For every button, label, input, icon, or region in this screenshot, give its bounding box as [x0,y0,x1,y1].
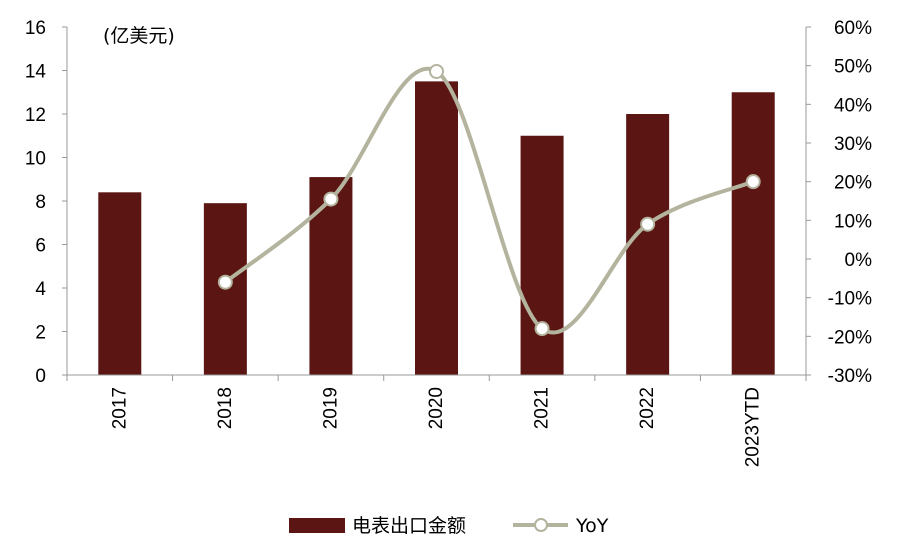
left-axis-unit-label: (亿美元) [103,25,175,47]
x-tick-label: 2018 [215,387,236,429]
right-tick-label: -10% [828,289,872,310]
x-tick-label: 2022 [637,387,658,429]
right-tick-label: 10% [834,211,872,232]
bar [98,192,142,375]
x-axis: 2017 2018 2019 2020 2021 2022 2023YTD [66,374,807,467]
right-tick-label: 20% [834,173,872,194]
yoy-point [534,321,550,337]
yoy-point [429,63,444,79]
yoy-line [224,66,754,335]
legend-bar-label: 电表出口金额 [352,515,466,537]
yoy-point [745,174,761,190]
right-tick-label: 30% [834,134,872,155]
left-tick-label: 2 [35,323,46,344]
x-tick-label: 2021 [532,387,553,429]
right-tick-label: 0% [845,250,873,271]
bar [731,92,775,375]
left-tick-label: 8 [35,192,46,213]
right-y-axis: -30% -20% -10% 0% 10% 20% 30% 40% 50% 60% [805,18,873,387]
bar-series [98,81,775,375]
bar [415,81,458,375]
left-tick-label: 4 [35,279,46,300]
right-tick-label: 40% [834,95,872,116]
left-tick-label: 14 [25,62,47,83]
left-tick-label: 12 [25,105,46,126]
yoy-line-series [217,63,761,337]
legend-line-marker [534,518,548,532]
yoy-point [217,274,233,290]
left-tick-label: 0 [35,366,46,387]
left-tick-label: 6 [35,236,46,257]
bar [309,177,353,375]
x-tick-label: 2020 [426,387,447,429]
bar [626,114,670,375]
right-tick-label: 60% [834,18,872,39]
x-tick-label: 2019 [320,387,341,429]
right-tick-label: -20% [828,327,872,348]
right-tick-label: -30% [828,366,872,387]
right-tick-label: 50% [834,57,872,78]
legend: 电表出口金额 YoY [289,515,609,537]
left-y-axis: 0 2 4 6 8 10 12 14 16 [25,18,68,387]
yoy-point [640,216,656,232]
yoy-point [323,191,339,207]
left-tick-label: 10 [25,149,46,170]
x-tick-label: 2017 [109,387,130,429]
legend-line-label: YoY [575,515,609,537]
x-tick-label: 2023YTD [743,387,764,467]
bar [520,135,564,375]
legend-bar-swatch [289,518,345,533]
left-tick-label: 16 [25,18,46,39]
